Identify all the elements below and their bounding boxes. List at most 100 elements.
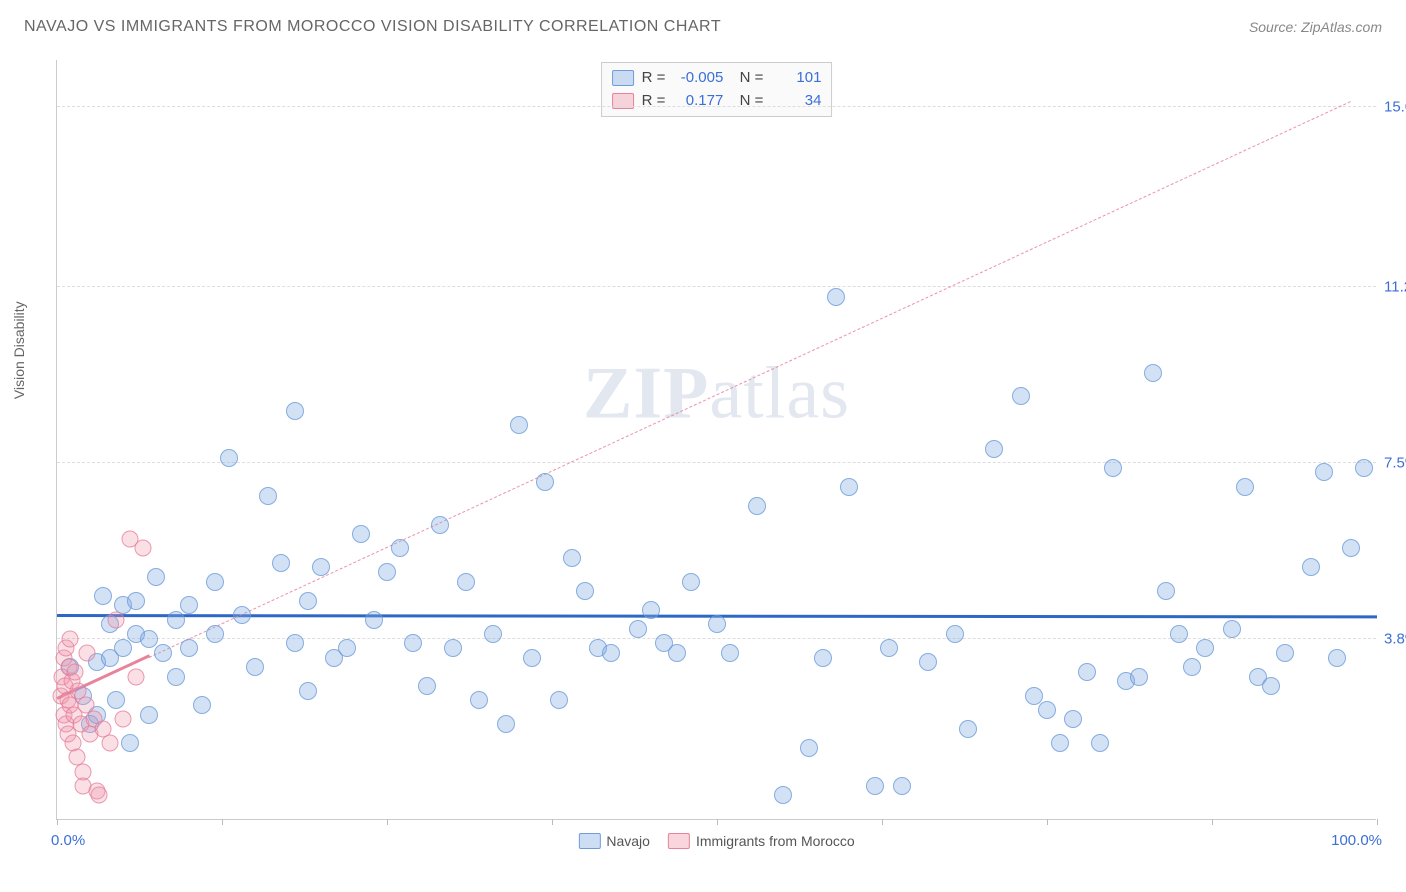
data-point (510, 416, 528, 434)
chart-header: NAVAJO VS IMMIGRANTS FROM MOROCCO VISION… (24, 18, 1382, 36)
data-point (1130, 668, 1148, 686)
x-tick (882, 819, 883, 825)
chart-title: NAVAJO VS IMMIGRANTS FROM MOROCCO VISION… (24, 18, 721, 36)
data-point (1236, 478, 1254, 496)
data-point (167, 611, 185, 629)
data-point (576, 582, 594, 600)
data-point (668, 644, 686, 662)
gridline (57, 106, 1376, 107)
data-point (1355, 459, 1373, 477)
data-point (959, 720, 977, 738)
gridline (57, 286, 1376, 287)
swatch-blue-icon (578, 833, 600, 849)
data-point (484, 625, 502, 643)
legend-row-navajo: R = -0.005 N = 101 (612, 67, 822, 90)
x-tick (552, 819, 553, 825)
data-point (800, 739, 818, 757)
data-point (220, 449, 238, 467)
data-point (748, 497, 766, 515)
data-point (985, 440, 1003, 458)
data-point (121, 734, 139, 752)
data-point (233, 606, 251, 624)
data-point (206, 625, 224, 643)
x-tick (222, 819, 223, 825)
y-tick-label: 7.5% (1384, 454, 1406, 471)
data-point (536, 473, 554, 491)
data-point (272, 554, 290, 572)
plot-area: Vision Disability 0.0% 100.0% ZIPatlas R… (56, 60, 1376, 820)
data-point (523, 649, 541, 667)
data-point (1038, 701, 1056, 719)
data-point (1144, 364, 1162, 382)
data-point (140, 706, 158, 724)
data-point (62, 630, 79, 647)
data-point (180, 639, 198, 657)
data-point (814, 649, 832, 667)
data-point (299, 592, 317, 610)
data-point (299, 682, 317, 700)
data-point (128, 668, 145, 685)
data-point (1262, 677, 1280, 695)
data-point (721, 644, 739, 662)
data-point (79, 644, 96, 661)
data-point (193, 696, 211, 714)
data-point (550, 691, 568, 709)
data-point (708, 615, 726, 633)
data-point (352, 525, 370, 543)
data-point (1012, 387, 1030, 405)
data-point (602, 644, 620, 662)
data-point (774, 786, 792, 804)
data-point (827, 288, 845, 306)
swatch-blue-icon (612, 70, 634, 86)
x-tick (1377, 819, 1378, 825)
data-point (1025, 687, 1043, 705)
data-point (1078, 663, 1096, 681)
data-point (338, 639, 356, 657)
data-point (67, 663, 84, 680)
data-point (147, 568, 165, 586)
data-point (563, 549, 581, 567)
data-point (167, 668, 185, 686)
data-point (457, 573, 475, 591)
data-point (259, 487, 277, 505)
data-point (1196, 639, 1214, 657)
data-point (1328, 649, 1346, 667)
data-point (497, 715, 515, 733)
data-point (418, 677, 436, 695)
legend-item-navajo: Navajo (578, 833, 650, 849)
data-point (1183, 658, 1201, 676)
trend-line (149, 101, 1351, 658)
data-point (629, 620, 647, 638)
data-point (134, 540, 151, 557)
data-point (1064, 710, 1082, 728)
y-tick-label: 11.2% (1384, 279, 1406, 296)
data-point (206, 573, 224, 591)
data-point (312, 558, 330, 576)
data-point (1157, 582, 1175, 600)
y-axis-label: Vision Disability (11, 301, 27, 399)
data-point (108, 611, 125, 628)
y-tick-label: 15.0% (1384, 98, 1406, 115)
data-point (866, 777, 884, 795)
data-point (391, 539, 409, 557)
swatch-pink-icon (668, 833, 690, 849)
data-point (127, 592, 145, 610)
data-point (1170, 625, 1188, 643)
x-min-label: 0.0% (51, 832, 85, 849)
chart-source: Source: ZipAtlas.com (1249, 19, 1382, 35)
legend-item-morocco: Immigrants from Morocco (668, 833, 855, 849)
data-point (107, 691, 125, 709)
x-tick (387, 819, 388, 825)
data-point (1051, 734, 1069, 752)
x-tick (1212, 819, 1213, 825)
data-point (642, 601, 660, 619)
data-point (365, 611, 383, 629)
data-point (470, 691, 488, 709)
gridline (57, 462, 1376, 463)
data-point (1302, 558, 1320, 576)
data-point (378, 563, 396, 581)
data-point (840, 478, 858, 496)
data-point (893, 777, 911, 795)
data-point (1342, 539, 1360, 557)
data-point (115, 711, 132, 728)
